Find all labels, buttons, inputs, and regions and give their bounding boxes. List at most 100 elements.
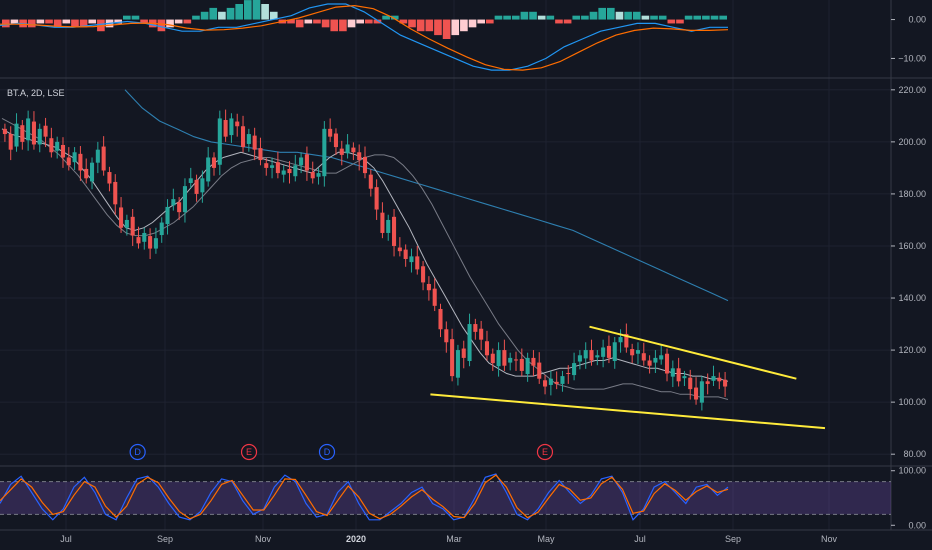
price-axis-tick: 100.00 xyxy=(898,397,926,407)
macd-histogram-bar xyxy=(252,0,261,20)
candle-body xyxy=(583,350,588,359)
candle-body xyxy=(560,376,565,384)
time-axis-tick: Mar xyxy=(446,534,462,544)
candle-body xyxy=(444,329,449,343)
macd-histogram-bar xyxy=(2,19,10,28)
candle-body xyxy=(392,216,397,246)
candle-body xyxy=(455,350,460,378)
macd-histogram-bar xyxy=(408,19,416,28)
macd-histogram-bar xyxy=(503,15,511,20)
candle-body xyxy=(95,149,100,163)
candle-body xyxy=(345,144,350,154)
symbol-label: BT.A, 2D, LSE xyxy=(7,88,65,98)
macd-histogram-bar xyxy=(702,15,710,20)
macd-histogram-bar xyxy=(442,19,451,39)
candle-body xyxy=(171,199,176,206)
event-marker-circle xyxy=(240,443,258,461)
candle-body xyxy=(386,219,391,233)
macd-histogram-bar xyxy=(632,11,641,20)
candle-body xyxy=(723,379,728,387)
macd-histogram-bar xyxy=(10,19,19,24)
candles xyxy=(2,109,728,411)
candle-body xyxy=(124,219,129,228)
macd-histogram-bar xyxy=(598,7,606,20)
candle-body xyxy=(328,128,333,137)
candle-body xyxy=(362,156,368,174)
candle-body xyxy=(299,157,304,166)
time-axis-tick: Sep xyxy=(157,534,173,544)
candle-body xyxy=(84,168,89,179)
macd-histogram-bar xyxy=(529,11,537,20)
candle-body xyxy=(426,283,431,291)
macd-histogram-bar xyxy=(287,19,295,24)
candle-body xyxy=(240,126,246,148)
macd-histogram-bar xyxy=(468,19,477,28)
candle-body xyxy=(78,153,83,171)
macd-histogram-bar xyxy=(684,15,693,20)
macd-histogram-bar xyxy=(244,0,252,20)
macd-axis-tick: −10.00 xyxy=(898,53,926,63)
event-marker-circle xyxy=(536,443,554,461)
candle-body xyxy=(310,172,315,179)
candle-body xyxy=(270,165,275,168)
candle-body xyxy=(473,324,478,332)
macd-histogram-bar xyxy=(53,19,62,28)
candle-body xyxy=(304,154,309,171)
candle-body xyxy=(26,118,31,141)
macd-histogram-bar xyxy=(36,19,45,24)
candle-body xyxy=(490,353,495,364)
stochastic-pane[interactable]: 100.00 0.00 xyxy=(0,466,926,531)
candle-body xyxy=(229,118,234,136)
macd-histogram-bar xyxy=(416,19,425,32)
macd-histogram-bar xyxy=(174,19,183,24)
macd-histogram-bar xyxy=(166,19,174,28)
candle-body xyxy=(548,378,553,385)
macd-histogram-bar xyxy=(658,15,667,20)
macd-histogram-bar xyxy=(399,19,408,24)
candle-body xyxy=(618,337,623,343)
grid-lines xyxy=(0,0,891,530)
macd-histogram-bar xyxy=(511,15,520,20)
candle-body xyxy=(711,376,716,381)
candle-body xyxy=(467,324,472,362)
candle-body xyxy=(397,247,402,252)
candle-body xyxy=(635,350,641,354)
time-axis[interactable]: Jul Sep Nov 2020 Mar May Jul Sep Nov xyxy=(60,534,837,544)
price-axis-tick: 140.00 xyxy=(898,293,926,303)
candle-body xyxy=(601,347,606,357)
macd-histogram-bar xyxy=(425,19,434,32)
price-axis-tick: 80.00 xyxy=(903,449,926,459)
macd-histogram-bar xyxy=(365,19,373,24)
candle-body xyxy=(589,350,594,361)
candle-body xyxy=(293,165,298,177)
candle-body xyxy=(177,202,182,213)
macd-histogram-bar xyxy=(45,19,53,24)
macd-histogram-bar xyxy=(123,15,131,20)
candle-body xyxy=(2,128,7,135)
macd-histogram-bar xyxy=(261,4,269,20)
macd-pane[interactable]: 0.00 −10.00 xyxy=(0,0,926,71)
macd-histogram-bar xyxy=(434,19,442,36)
candle-body xyxy=(142,232,147,242)
macd-histogram-bar xyxy=(321,19,330,28)
candle-body xyxy=(496,350,501,367)
event-marker-label: E xyxy=(542,447,548,457)
candle-body xyxy=(368,174,373,189)
candle-body xyxy=(670,368,675,377)
candle-body xyxy=(43,125,48,137)
macd-histogram xyxy=(2,0,727,39)
candle-body xyxy=(206,157,211,182)
macd-line xyxy=(0,3,728,71)
macd-histogram-bar xyxy=(269,11,278,20)
price-axis: 220.00 200.00 180.00 160.00 140.00 120.00 100.… xyxy=(891,85,926,459)
macd-histogram-bar xyxy=(537,15,546,20)
price-pane[interactable]: BT.A, 2D, LSE D E D E 220.00 200.00 180.00 160… xyxy=(1,85,926,461)
macd-histogram-bar xyxy=(520,11,529,20)
macd-histogram-bar xyxy=(451,19,460,36)
candle-body xyxy=(676,368,681,382)
price-axis-tick: 220.00 xyxy=(898,85,926,95)
candle-body xyxy=(717,377,722,382)
macd-histogram-bar xyxy=(330,19,339,32)
